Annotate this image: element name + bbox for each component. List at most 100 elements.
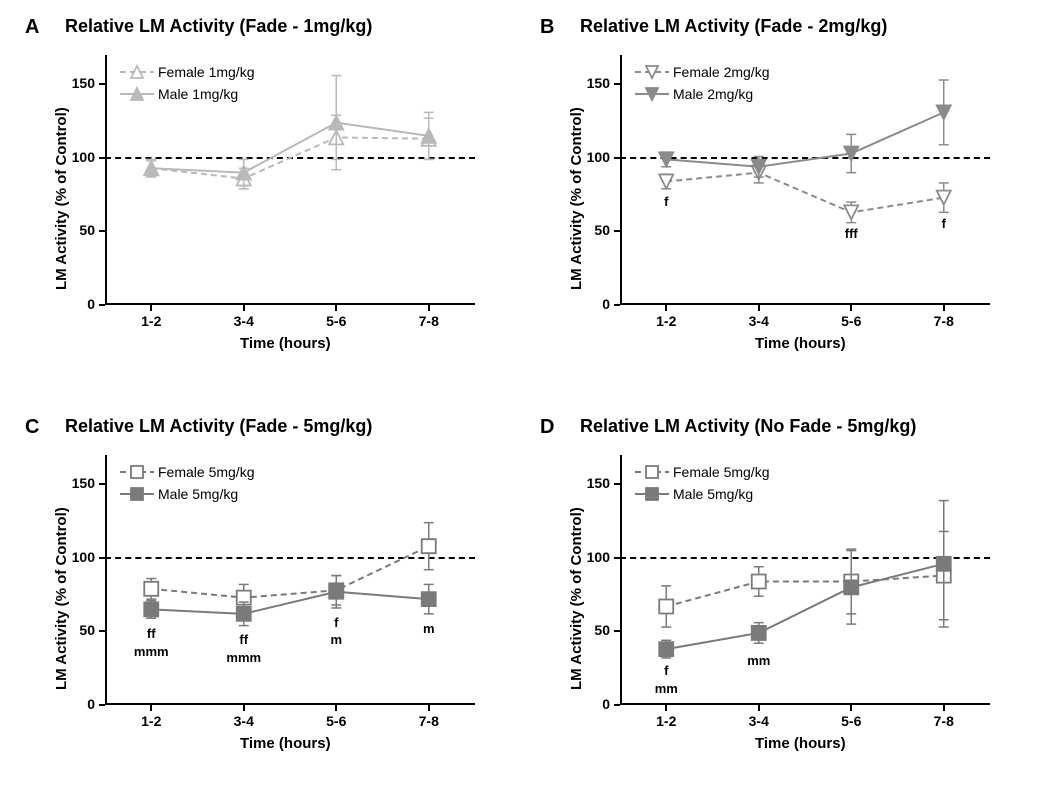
x-tick-label: 5-6 xyxy=(316,713,356,729)
panel-letter: A xyxy=(25,16,39,39)
data-marker xyxy=(844,205,858,219)
x-tick xyxy=(150,705,152,711)
data-marker xyxy=(144,582,158,596)
legend-label: Male 1mg/kg xyxy=(158,86,238,102)
y-tick-label: 0 xyxy=(55,296,95,312)
data-marker xyxy=(844,580,858,594)
annotation: fff xyxy=(826,226,876,241)
x-tick xyxy=(243,705,245,711)
legend-item: Male 2mg/kg xyxy=(635,84,769,104)
annotation: m xyxy=(311,632,361,647)
legend: Female 1mg/kg Male 1mg/kg xyxy=(120,62,254,106)
annotation: f xyxy=(311,615,361,630)
panel-letter: D xyxy=(540,416,554,439)
annotation: mmm xyxy=(126,644,176,659)
legend-item: Female 5mg/kg xyxy=(635,462,769,482)
annotation: ff xyxy=(126,626,176,641)
x-tick-label: 5-6 xyxy=(316,313,356,329)
annotation: m xyxy=(404,621,454,636)
series-line xyxy=(151,592,429,614)
series-line xyxy=(151,137,429,178)
x-tick xyxy=(943,705,945,711)
x-tick xyxy=(428,305,430,311)
legend-symbol xyxy=(635,85,669,103)
x-tick xyxy=(428,705,430,711)
x-axis-label: Time (hours) xyxy=(755,335,846,352)
data-marker xyxy=(422,592,436,606)
series-line xyxy=(666,576,944,607)
series-line xyxy=(666,564,944,649)
x-tick-label: 1-2 xyxy=(131,713,171,729)
legend-item: Male 5mg/kg xyxy=(635,484,769,504)
x-tick-label: 5-6 xyxy=(831,313,871,329)
legend-symbol xyxy=(635,485,669,503)
x-tick xyxy=(335,305,337,311)
annotation: mmm xyxy=(219,650,269,665)
y-axis-label: LM Activity (% of Control) xyxy=(568,507,585,690)
data-marker xyxy=(752,574,766,588)
y-tick-label: 150 xyxy=(55,75,95,91)
legend-label: Male 2mg/kg xyxy=(673,86,753,102)
legend-item: Female 5mg/kg xyxy=(120,462,254,482)
y-tick-label: 150 xyxy=(570,75,610,91)
y-axis-label: LM Activity (% of Control) xyxy=(53,507,70,690)
y-tick-label: 150 xyxy=(570,475,610,491)
data-marker xyxy=(422,539,436,553)
series-line xyxy=(151,123,429,173)
x-axis-label: Time (hours) xyxy=(240,335,331,352)
series-line xyxy=(666,112,944,166)
legend: Female 2mg/kg Male 2mg/kg xyxy=(635,62,769,106)
data-marker xyxy=(144,602,158,616)
annotation: mm xyxy=(641,681,691,696)
x-tick-label: 5-6 xyxy=(831,713,871,729)
x-tick-label: 1-2 xyxy=(646,713,686,729)
data-marker xyxy=(752,626,766,640)
y-tick-label: 150 xyxy=(55,475,95,491)
x-tick xyxy=(665,705,667,711)
x-tick-label: 7-8 xyxy=(924,713,964,729)
legend-item: Female 1mg/kg xyxy=(120,62,254,82)
x-axis-label: Time (hours) xyxy=(240,735,331,752)
panel-title: Relative LM Activity (Fade - 5mg/kg) xyxy=(65,416,372,437)
legend-item: Female 2mg/kg xyxy=(635,62,769,82)
x-tick-label: 1-2 xyxy=(131,313,171,329)
x-tick-label: 1-2 xyxy=(646,313,686,329)
data-marker xyxy=(937,557,951,571)
legend-label: Female 5mg/kg xyxy=(673,464,769,480)
legend-label: Female 5mg/kg xyxy=(158,464,254,480)
panel-C: CRelative LM Activity (Fade - 5mg/kg)050… xyxy=(25,410,525,790)
annotation: f xyxy=(641,663,691,678)
x-tick-label: 3-4 xyxy=(739,313,779,329)
panel-A: ARelative LM Activity (Fade - 1mg/kg)050… xyxy=(25,10,525,390)
legend-symbol xyxy=(635,63,669,81)
legend-label: Male 5mg/kg xyxy=(158,486,238,502)
data-marker xyxy=(237,607,251,621)
data-marker xyxy=(329,585,343,599)
data-marker xyxy=(659,599,673,613)
panel-title: Relative LM Activity (No Fade - 5mg/kg) xyxy=(580,416,916,437)
x-axis-label: Time (hours) xyxy=(755,735,846,752)
annotation: f xyxy=(641,194,691,209)
panel-letter: B xyxy=(540,16,554,39)
annotation: mm xyxy=(734,653,784,668)
legend-symbol xyxy=(120,63,154,81)
x-tick xyxy=(758,705,760,711)
legend-label: Male 5mg/kg xyxy=(673,486,753,502)
legend-label: Female 1mg/kg xyxy=(158,64,254,80)
panel-letter: C xyxy=(25,416,39,439)
legend-label: Female 2mg/kg xyxy=(673,64,769,80)
x-tick xyxy=(665,305,667,311)
legend-symbol xyxy=(635,463,669,481)
figure-root: ARelative LM Activity (Fade - 1mg/kg)050… xyxy=(0,0,1050,801)
legend: Female 5mg/kg Male 5mg/kg xyxy=(635,462,769,506)
x-tick-label: 7-8 xyxy=(924,313,964,329)
legend-item: Male 5mg/kg xyxy=(120,484,254,504)
legend: Female 5mg/kg Male 5mg/kg xyxy=(120,462,254,506)
panel-B: BRelative LM Activity (Fade - 2mg/kg)050… xyxy=(540,10,1040,390)
series-line xyxy=(151,546,429,597)
x-tick-label: 7-8 xyxy=(409,313,449,329)
y-tick-label: 0 xyxy=(570,296,610,312)
x-tick-label: 3-4 xyxy=(224,313,264,329)
x-tick xyxy=(335,705,337,711)
legend-symbol xyxy=(120,485,154,503)
